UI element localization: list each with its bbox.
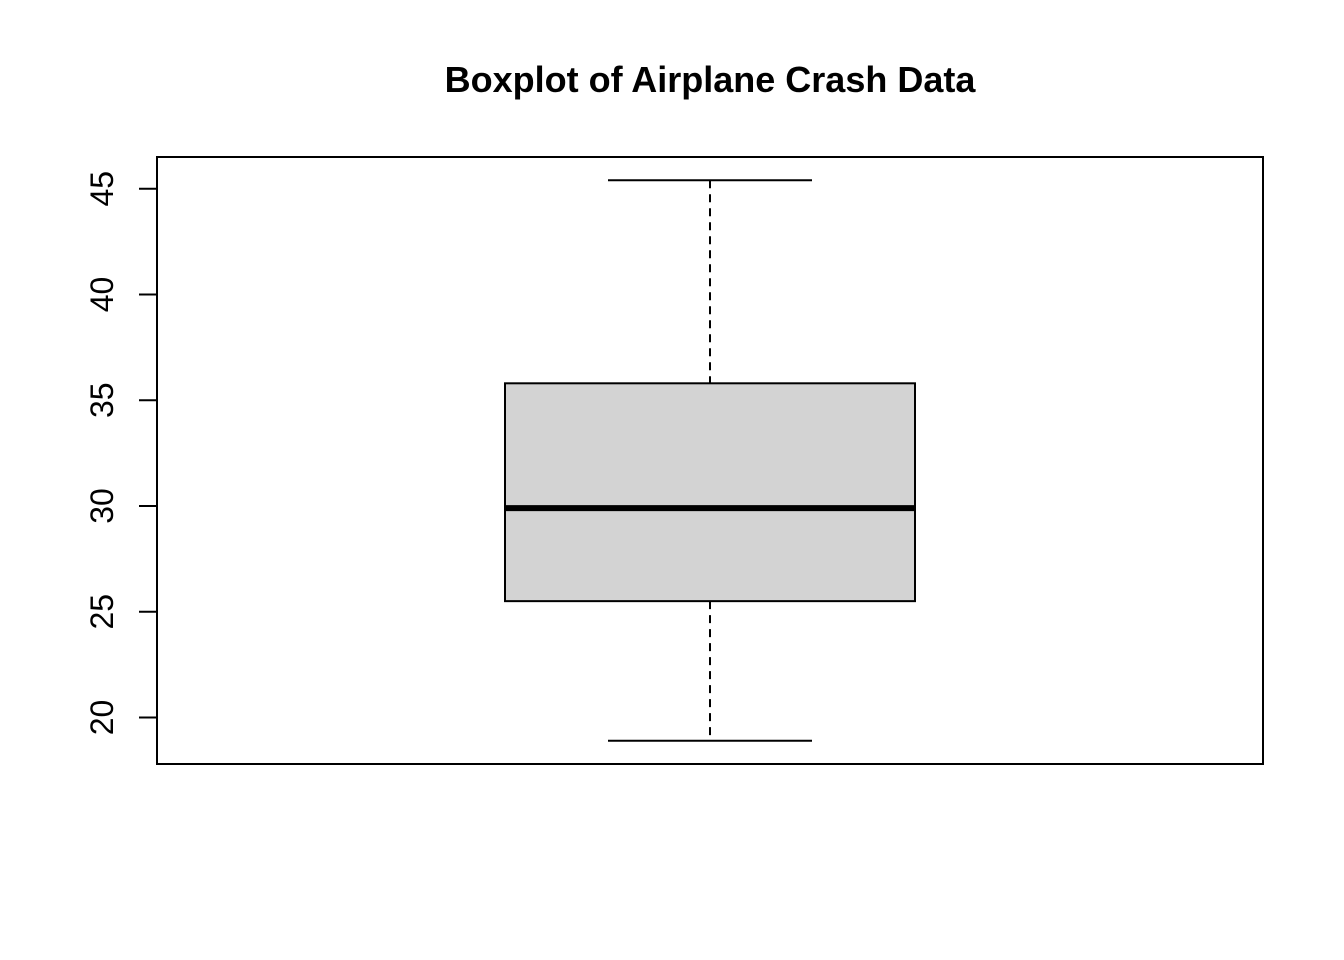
y-tick-label-25: 25 bbox=[84, 594, 120, 630]
interquartile-box bbox=[504, 382, 916, 603]
y-tick-label-45: 45 bbox=[84, 171, 120, 207]
box-plot bbox=[504, 179, 916, 742]
y-tick-label-35: 35 bbox=[84, 382, 120, 418]
y-tick-label-20: 20 bbox=[84, 700, 120, 736]
chart-title: Boxplot of Airplane Crash Data bbox=[445, 59, 977, 100]
y-axis: 20 25 30 35 40 45 bbox=[84, 171, 158, 736]
y-tick-label-40: 40 bbox=[84, 277, 120, 313]
y-tick-label-30: 30 bbox=[84, 488, 120, 524]
